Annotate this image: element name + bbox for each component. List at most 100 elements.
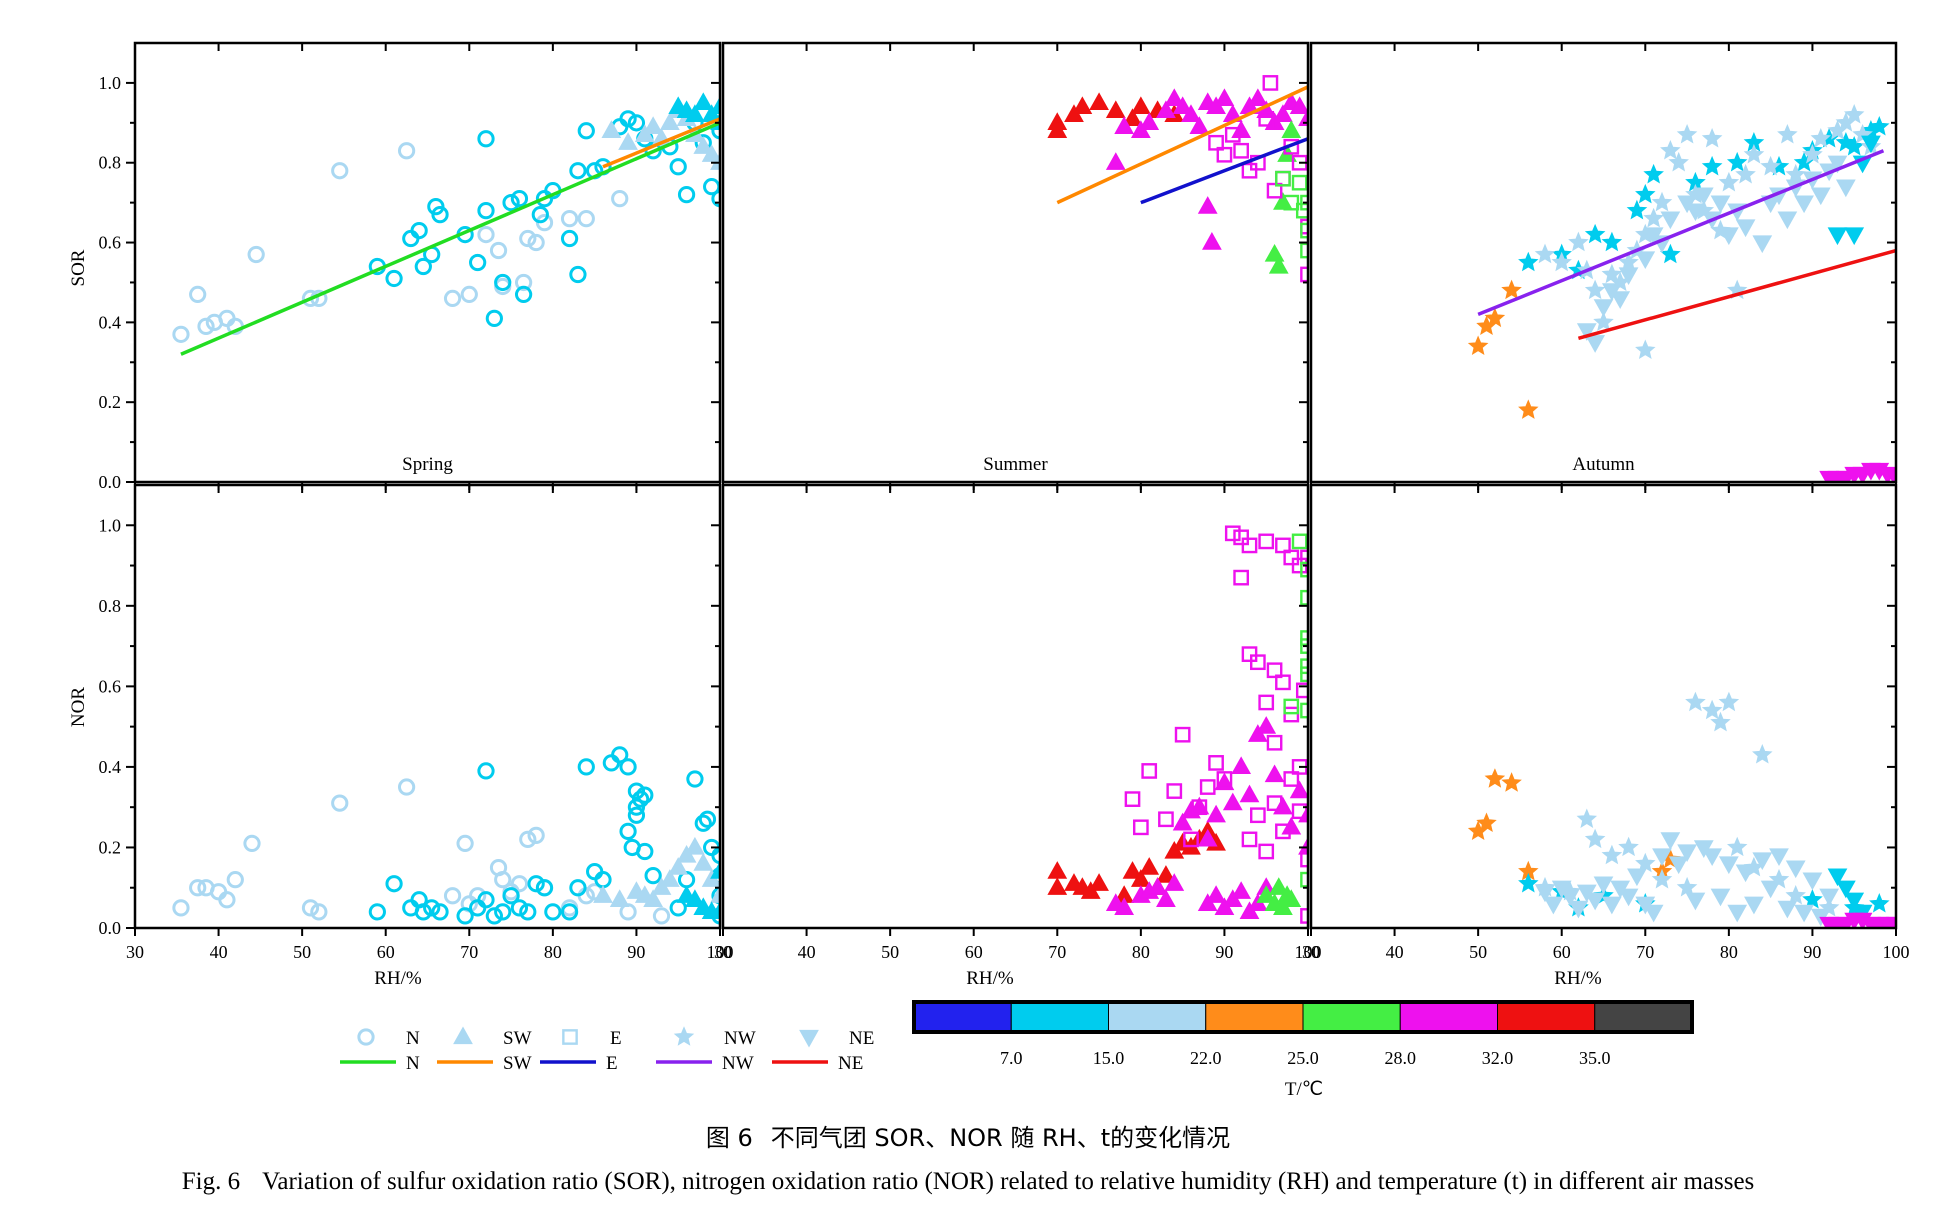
data-point-nw bbox=[1726, 836, 1748, 857]
data-point-sw bbox=[710, 885, 720, 903]
data-point-e bbox=[1208, 755, 1224, 771]
data-point-ne bbox=[1769, 848, 1789, 867]
legend-label: E bbox=[610, 1028, 622, 1049]
data-point-n bbox=[331, 162, 349, 180]
data-point-n bbox=[460, 285, 478, 304]
x-tick-label: 70 bbox=[1636, 942, 1654, 962]
data-point-sw bbox=[659, 112, 680, 130]
data-point-n bbox=[569, 265, 587, 284]
y-tick-label: 0.0 bbox=[99, 918, 122, 938]
data-point-nw bbox=[1618, 251, 1639, 272]
data-point-nw bbox=[1584, 828, 1606, 849]
data-point-n bbox=[502, 194, 520, 212]
data-point-e bbox=[1233, 569, 1249, 586]
colorbar-tick-label: 35.0 bbox=[1579, 1048, 1611, 1068]
series-ne-triangle-down bbox=[1827, 868, 1873, 923]
panel-title-summer: Summer bbox=[983, 454, 1048, 475]
colorbar-segment bbox=[1399, 1001, 1498, 1033]
data-point-n bbox=[368, 903, 386, 921]
data-point-ne bbox=[1744, 896, 1764, 915]
data-point-sw bbox=[1281, 120, 1302, 138]
y-tick-label: 0.2 bbox=[99, 837, 122, 857]
data-point-n bbox=[477, 891, 495, 909]
data-point-n bbox=[711, 887, 720, 905]
panel-spring-sor: 0.0 0.2 0.4 0.6 0.8 1.0 Spring bbox=[99, 41, 722, 492]
data-point-n bbox=[489, 241, 508, 260]
data-point-n bbox=[586, 862, 604, 881]
series-ne-triangle-down bbox=[1576, 155, 1856, 353]
data-point-n bbox=[443, 289, 462, 308]
data-point-n bbox=[611, 746, 629, 764]
series-nw-star bbox=[1534, 691, 1840, 917]
data-point-ne bbox=[1710, 195, 1731, 214]
data-point-sw bbox=[1089, 873, 1109, 891]
data-point-sw bbox=[618, 132, 638, 150]
data-point-sw bbox=[710, 901, 720, 920]
data-point-nw bbox=[1743, 143, 1765, 164]
data-point-sw bbox=[1156, 889, 1176, 907]
data-point-n bbox=[385, 269, 403, 288]
colorbar-segment bbox=[1010, 1001, 1109, 1033]
data-point-ne bbox=[1844, 227, 1865, 246]
data-point-ne bbox=[1627, 868, 1647, 887]
data-point-nw bbox=[1701, 155, 1723, 176]
data-point-sw bbox=[659, 869, 680, 887]
x-tick-label: 80 bbox=[1720, 942, 1738, 962]
y-axis-label-sor: SOR bbox=[68, 249, 89, 286]
data-point-n bbox=[698, 810, 717, 828]
data-point-sw bbox=[1214, 88, 1235, 107]
data-point-n bbox=[247, 245, 265, 264]
data-point-nw bbox=[1593, 311, 1614, 332]
data-point-n bbox=[514, 285, 533, 304]
data-point-sw bbox=[1047, 877, 1068, 895]
caption-chinese: 图 6 不同气团 SOR、NOR 随 RH、t的变化情况 bbox=[0, 1118, 1936, 1153]
data-point-ne bbox=[1718, 856, 1739, 875]
data-point-sw bbox=[1164, 88, 1185, 107]
data-point-n bbox=[527, 233, 545, 252]
x-tick-label: 50 bbox=[881, 942, 899, 962]
data-point-ne bbox=[1710, 888, 1731, 907]
data-point-ne bbox=[1777, 900, 1798, 919]
data-point-e bbox=[1183, 831, 1199, 848]
data-point-n bbox=[527, 875, 545, 893]
data-point-n bbox=[218, 891, 236, 909]
data-point-n bbox=[594, 871, 612, 889]
data-point-sw bbox=[1264, 764, 1285, 783]
data-point-ne bbox=[1827, 155, 1848, 174]
data-point-nw bbox=[1518, 251, 1539, 272]
data-point-nw bbox=[1484, 768, 1506, 788]
data-point-e bbox=[1295, 682, 1308, 699]
data-point-nw bbox=[1643, 163, 1664, 184]
data-point-n bbox=[485, 309, 503, 327]
panel-summer-nor: 30 40 50 60 70 80 90 100 bbox=[714, 483, 1322, 962]
legend-marker-n: N bbox=[357, 1028, 420, 1049]
data-point-sw bbox=[1156, 865, 1176, 883]
data-point-sw bbox=[1239, 784, 1260, 803]
y-tick-label: 0.2 bbox=[99, 392, 122, 412]
colorbar-title: T/℃ bbox=[1285, 1079, 1323, 1100]
x-tick-label: 60 bbox=[965, 942, 983, 962]
y-tick-label: 0.4 bbox=[99, 757, 122, 777]
data-point-ne bbox=[1886, 916, 1896, 928]
data-point-nw bbox=[1534, 243, 1556, 264]
data-point-e bbox=[1141, 763, 1158, 779]
data-point-sw bbox=[1197, 828, 1218, 847]
data-point-e bbox=[1266, 795, 1283, 812]
data-point-e bbox=[1233, 529, 1249, 546]
y-tick-label: 0.0 bbox=[99, 472, 122, 492]
panel-autumn-sor: Autumn bbox=[1309, 41, 1898, 490]
data-point-ne bbox=[1810, 187, 1831, 206]
data-point-nw bbox=[1651, 868, 1673, 889]
data-point-n bbox=[619, 822, 637, 840]
series-sw-triangle-up bbox=[1264, 120, 1302, 274]
data-point-nw bbox=[1626, 199, 1648, 220]
data-point-ne bbox=[1610, 291, 1631, 309]
panel-frame bbox=[1309, 483, 1898, 930]
fit-line-ne bbox=[1577, 248, 1896, 341]
data-point-sw bbox=[1105, 100, 1126, 118]
data-point-ne bbox=[1576, 323, 1597, 341]
data-point-e bbox=[1216, 146, 1233, 163]
data-point-sw bbox=[1114, 116, 1135, 134]
data-point-e bbox=[1241, 537, 1258, 554]
